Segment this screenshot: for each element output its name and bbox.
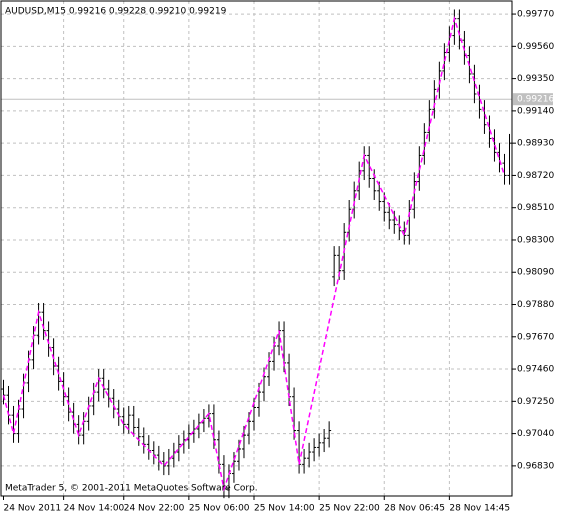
y-tick-label: 0.97040 — [517, 429, 554, 439]
x-tick-label: 24 Nov 22:00 — [124, 504, 185, 514]
price-label-box — [513, 93, 553, 106]
x-tick-label: 25 Nov 06:00 — [189, 504, 250, 514]
price-label: 0.99216 — [517, 95, 554, 105]
plot-frame — [0, 0, 513, 497]
y-tick-label: 0.97460 — [517, 365, 554, 375]
y-tick-label: 0.99140 — [517, 106, 554, 116]
x-tick-label: 25 Nov 14:00 — [254, 504, 315, 514]
x-tick-label: 28 Nov 14:45 — [449, 504, 510, 514]
y-tick-label: 0.97880 — [517, 300, 554, 310]
zigzag-line — [2, 15, 506, 492]
grid — [1, 1, 512, 496]
y-tick-label: 0.99350 — [517, 74, 554, 84]
y-tick-label: 0.98510 — [517, 203, 554, 213]
y-tick-label: 0.98090 — [517, 268, 554, 278]
x-tick-label: 24 Nov 14:00 — [64, 504, 125, 514]
y-tick-label: 0.98300 — [517, 235, 554, 245]
chart-title: AUDUSD,M15 0.99216 0.99228 0.99210 0.992… — [5, 7, 227, 17]
y-tick-label: 0.98930 — [517, 139, 554, 149]
x-tick-label: 25 Nov 22:00 — [319, 504, 380, 514]
y-tick-label: 0.98720 — [517, 171, 554, 181]
y-tick-label: 0.96830 — [517, 461, 554, 471]
x-tick-label: 28 Nov 06:45 — [384, 504, 445, 514]
plot — [1, 9, 512, 499]
y-tick-label: 0.99560 — [517, 42, 554, 52]
y-tick-label: 0.97250 — [517, 397, 554, 407]
y-tick-label: 0.99770 — [517, 10, 554, 20]
y-tick-label: 0.97670 — [517, 332, 554, 342]
footer: MetaTrader 5, © 2001-2011 MetaQuotes Sof… — [5, 484, 258, 494]
x-tick-label: 24 Nov 2011 — [4, 504, 62, 514]
